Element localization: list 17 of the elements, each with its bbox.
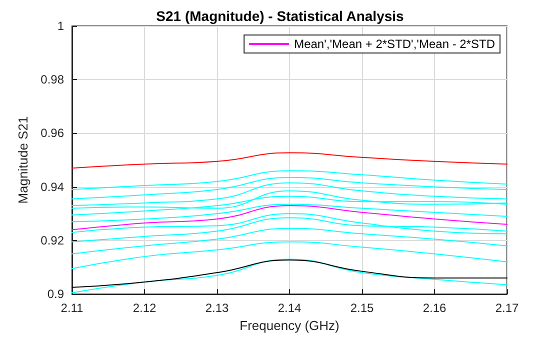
y-tick-label: 1 — [57, 19, 64, 33]
legend-label: Mean','Mean + 2*STD','Mean - 2*STD — [294, 37, 496, 51]
x-tick-label: 2.12 — [132, 301, 156, 316]
x-tick-label: 2.16 — [422, 301, 446, 316]
x-tick-label: 2.11 — [60, 301, 84, 316]
x-tick-label: 2.13 — [205, 301, 229, 316]
x-tick-label: 2.14 — [278, 301, 302, 316]
y-tick-label: 0.96 — [40, 126, 64, 140]
x-tick-label: 2.15 — [350, 301, 374, 316]
chart-title: S21 (Magnitude) - Statistical Analysis — [156, 8, 404, 24]
y-tick-label: 0.98 — [40, 72, 64, 87]
y-tick-label: 0.94 — [40, 180, 64, 194]
y-axis-title: Magnitude S21 — [16, 116, 31, 204]
x-tick-label: 2.17 — [495, 301, 519, 316]
y-tick-label: 0.9 — [47, 287, 64, 302]
x-axis-title: Frequency (GHz) — [240, 318, 340, 333]
y-tick-label: 0.92 — [40, 233, 64, 248]
